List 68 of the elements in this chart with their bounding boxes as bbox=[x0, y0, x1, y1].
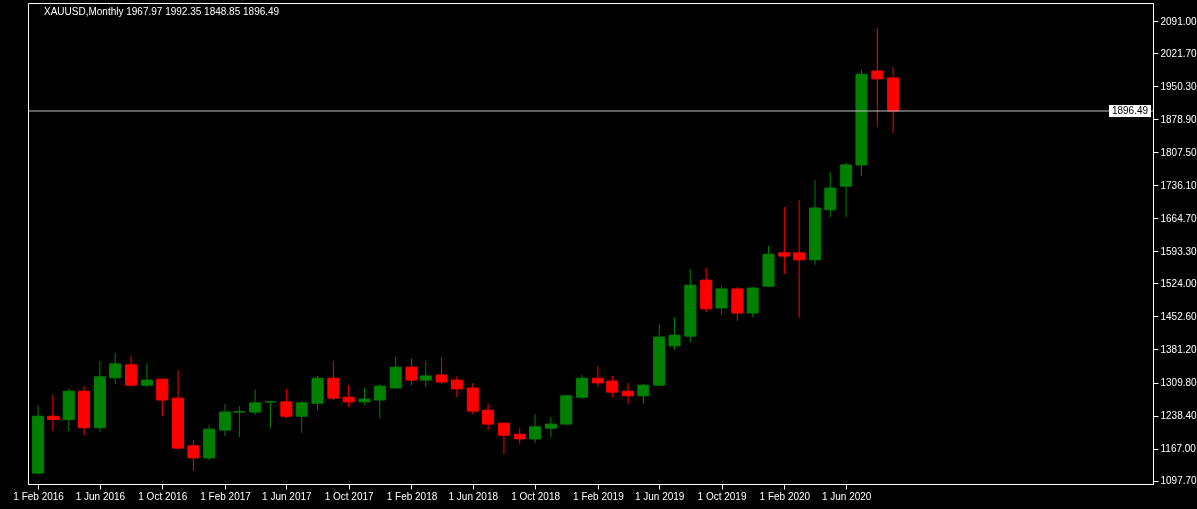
candlestick bbox=[389, 356, 402, 389]
candlestick bbox=[125, 355, 138, 388]
candlestick bbox=[405, 358, 418, 386]
x-tick-label: 1 Oct 2016 bbox=[138, 490, 188, 502]
y-tick-label: 1452.60 bbox=[1160, 310, 1197, 322]
x-tick-label: 1 Feb 2017 bbox=[200, 490, 252, 502]
chart-title: XAUUSD,Monthly 1967.97 1992.35 1848.85 1896.49 bbox=[44, 6, 280, 17]
candlestick bbox=[544, 416, 557, 438]
candlestick bbox=[576, 374, 589, 400]
x-tick-label: 1 Jun 2019 bbox=[634, 490, 685, 502]
x-tick-label: 1 Jun 2018 bbox=[448, 490, 499, 502]
candlestick bbox=[824, 171, 837, 218]
candlestick bbox=[840, 161, 853, 218]
candlestick bbox=[871, 27, 884, 128]
candlestick bbox=[156, 378, 169, 417]
y-tick-label: 1381.20 bbox=[1160, 343, 1197, 355]
y-tick-label: 2091.00 bbox=[1160, 15, 1197, 27]
candlestick bbox=[715, 285, 728, 316]
candlestick bbox=[373, 383, 386, 419]
candlestick bbox=[450, 375, 463, 398]
candlestick bbox=[109, 352, 122, 385]
y-tick-label: 1950.30 bbox=[1160, 80, 1197, 92]
candlestick bbox=[342, 384, 355, 408]
candlestick bbox=[280, 388, 293, 419]
candlestick bbox=[622, 382, 635, 405]
y-tick-label: 1593.30 bbox=[1160, 245, 1197, 257]
candlestick bbox=[668, 316, 681, 351]
x-tick-label: 1 Oct 2019 bbox=[697, 490, 747, 502]
x-tick-label: 1 Feb 2016 bbox=[13, 490, 65, 502]
candlestick bbox=[778, 206, 791, 275]
candlestick bbox=[793, 199, 806, 319]
candlestick bbox=[637, 383, 650, 405]
x-tick-label: 1 Jun 2017 bbox=[262, 490, 313, 502]
candlestick bbox=[295, 400, 308, 434]
x-tick-label: 1 Jun 2016 bbox=[75, 490, 126, 502]
x-tick-label: 1 Oct 2018 bbox=[511, 490, 561, 502]
x-tick-label: 1 Jun 2020 bbox=[821, 490, 872, 502]
x-tick-label: 1 Feb 2020 bbox=[759, 490, 811, 502]
ref-line-label: 1896.49 bbox=[1111, 105, 1149, 117]
candlestick bbox=[529, 413, 542, 444]
candlestick bbox=[233, 405, 246, 438]
candlestick bbox=[466, 382, 479, 415]
candlestick bbox=[46, 394, 59, 432]
y-tick-label: 1238.40 bbox=[1160, 410, 1197, 422]
x-tick-label: 1 Feb 2019 bbox=[573, 490, 625, 502]
x-tick-label: 1 Feb 2018 bbox=[386, 490, 438, 502]
candlestick bbox=[264, 400, 277, 429]
y-tick-label: 1524.00 bbox=[1160, 277, 1197, 289]
candlestick bbox=[249, 389, 262, 416]
candlestick bbox=[435, 356, 448, 385]
y-tick-label: 1664.70 bbox=[1160, 212, 1197, 224]
x-tick-label: 1 Oct 2017 bbox=[324, 490, 375, 502]
y-tick-label: 1736.10 bbox=[1160, 179, 1197, 191]
y-tick-label: 2021.70 bbox=[1160, 47, 1197, 59]
y-tick-label: 1309.80 bbox=[1160, 377, 1197, 389]
candlestick bbox=[591, 365, 604, 388]
candlestick bbox=[327, 360, 340, 401]
candlestick bbox=[219, 403, 232, 437]
y-tick-label: 1807.50 bbox=[1160, 146, 1197, 158]
y-tick-label: 1878.90 bbox=[1160, 113, 1197, 125]
candlestick bbox=[187, 439, 200, 472]
candlestick bbox=[606, 375, 619, 398]
y-tick-label: 1097.70 bbox=[1160, 475, 1197, 487]
candlestick bbox=[419, 360, 432, 388]
candlestick bbox=[482, 402, 495, 431]
candlestick bbox=[497, 422, 510, 455]
candlestick bbox=[140, 362, 153, 389]
y-tick-label: 1167.00 bbox=[1160, 443, 1197, 455]
